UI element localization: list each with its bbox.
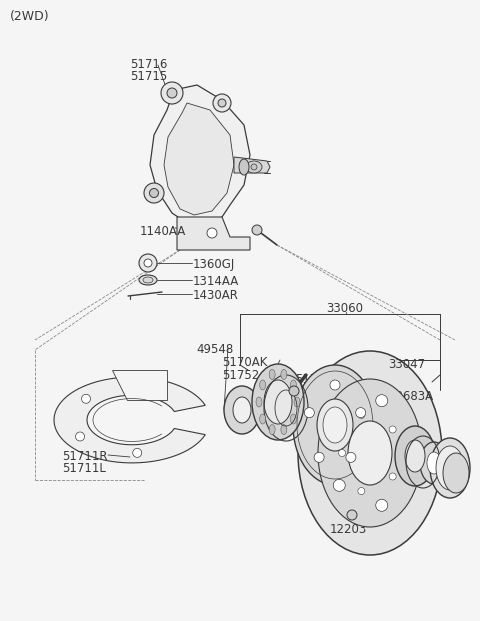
Polygon shape [150, 85, 250, 225]
Text: 12203: 12203 [330, 523, 367, 536]
Circle shape [358, 412, 365, 419]
Text: 51716: 51716 [130, 58, 168, 71]
Circle shape [314, 452, 324, 463]
Circle shape [346, 452, 356, 463]
Ellipse shape [290, 414, 296, 424]
Circle shape [358, 487, 365, 494]
Ellipse shape [256, 397, 262, 407]
Ellipse shape [252, 364, 304, 440]
Text: 33060: 33060 [326, 302, 363, 315]
Ellipse shape [281, 425, 287, 435]
Circle shape [376, 395, 388, 407]
Circle shape [144, 259, 152, 267]
Ellipse shape [395, 426, 435, 486]
Text: 51712: 51712 [295, 373, 332, 386]
Text: 33047: 33047 [388, 358, 425, 371]
Text: 51711L: 51711L [62, 462, 106, 475]
Text: 1430AR: 1430AR [193, 289, 239, 302]
Text: 1360GJ: 1360GJ [193, 258, 235, 271]
Circle shape [75, 432, 84, 441]
Circle shape [207, 228, 217, 238]
Text: 51715: 51715 [130, 70, 167, 83]
Ellipse shape [264, 380, 292, 424]
Text: 1140AA: 1140AA [140, 225, 186, 238]
Circle shape [389, 473, 396, 480]
Ellipse shape [233, 397, 251, 423]
Ellipse shape [436, 446, 464, 490]
Ellipse shape [269, 425, 275, 435]
Ellipse shape [298, 351, 442, 555]
Circle shape [149, 189, 158, 197]
Text: 51711R: 51711R [62, 450, 108, 463]
Polygon shape [112, 370, 167, 400]
Circle shape [218, 99, 226, 107]
Text: 49548: 49548 [196, 343, 233, 356]
Text: 51752: 51752 [222, 369, 259, 382]
Text: 5170AK: 5170AK [222, 356, 267, 369]
Ellipse shape [281, 369, 287, 379]
Ellipse shape [318, 379, 422, 527]
Circle shape [161, 82, 183, 104]
Ellipse shape [405, 440, 425, 472]
Ellipse shape [246, 161, 262, 173]
Polygon shape [54, 377, 205, 463]
Ellipse shape [443, 453, 469, 493]
Ellipse shape [317, 399, 353, 451]
Circle shape [82, 394, 91, 403]
Circle shape [376, 499, 388, 511]
Ellipse shape [427, 452, 441, 474]
Text: 43683A: 43683A [388, 390, 433, 403]
Circle shape [304, 407, 314, 418]
Circle shape [144, 183, 164, 203]
Ellipse shape [294, 397, 300, 407]
Circle shape [389, 426, 396, 433]
Circle shape [347, 510, 357, 520]
Circle shape [333, 415, 345, 427]
Ellipse shape [348, 421, 392, 485]
Circle shape [252, 225, 262, 235]
Ellipse shape [293, 365, 377, 485]
Circle shape [251, 164, 257, 170]
Text: 1025DA: 1025DA [388, 443, 434, 456]
Circle shape [333, 479, 345, 491]
Polygon shape [164, 103, 234, 215]
Circle shape [402, 447, 414, 459]
Circle shape [338, 450, 346, 456]
Ellipse shape [239, 159, 249, 175]
Ellipse shape [430, 438, 470, 498]
Ellipse shape [420, 442, 448, 484]
Ellipse shape [224, 386, 260, 434]
Circle shape [133, 448, 142, 458]
Ellipse shape [260, 414, 265, 424]
Polygon shape [234, 157, 270, 173]
Polygon shape [177, 217, 250, 250]
Circle shape [330, 380, 340, 390]
Circle shape [213, 94, 231, 112]
Text: 51746: 51746 [420, 456, 457, 469]
Ellipse shape [260, 380, 265, 390]
Text: 1314AA: 1314AA [193, 275, 239, 288]
Ellipse shape [269, 369, 275, 379]
Text: (2WD): (2WD) [10, 10, 49, 23]
Circle shape [356, 407, 366, 418]
Ellipse shape [139, 275, 157, 285]
Circle shape [289, 386, 299, 396]
Circle shape [167, 88, 177, 98]
Ellipse shape [290, 380, 296, 390]
Circle shape [139, 254, 157, 272]
Ellipse shape [143, 277, 153, 283]
Ellipse shape [323, 407, 347, 443]
